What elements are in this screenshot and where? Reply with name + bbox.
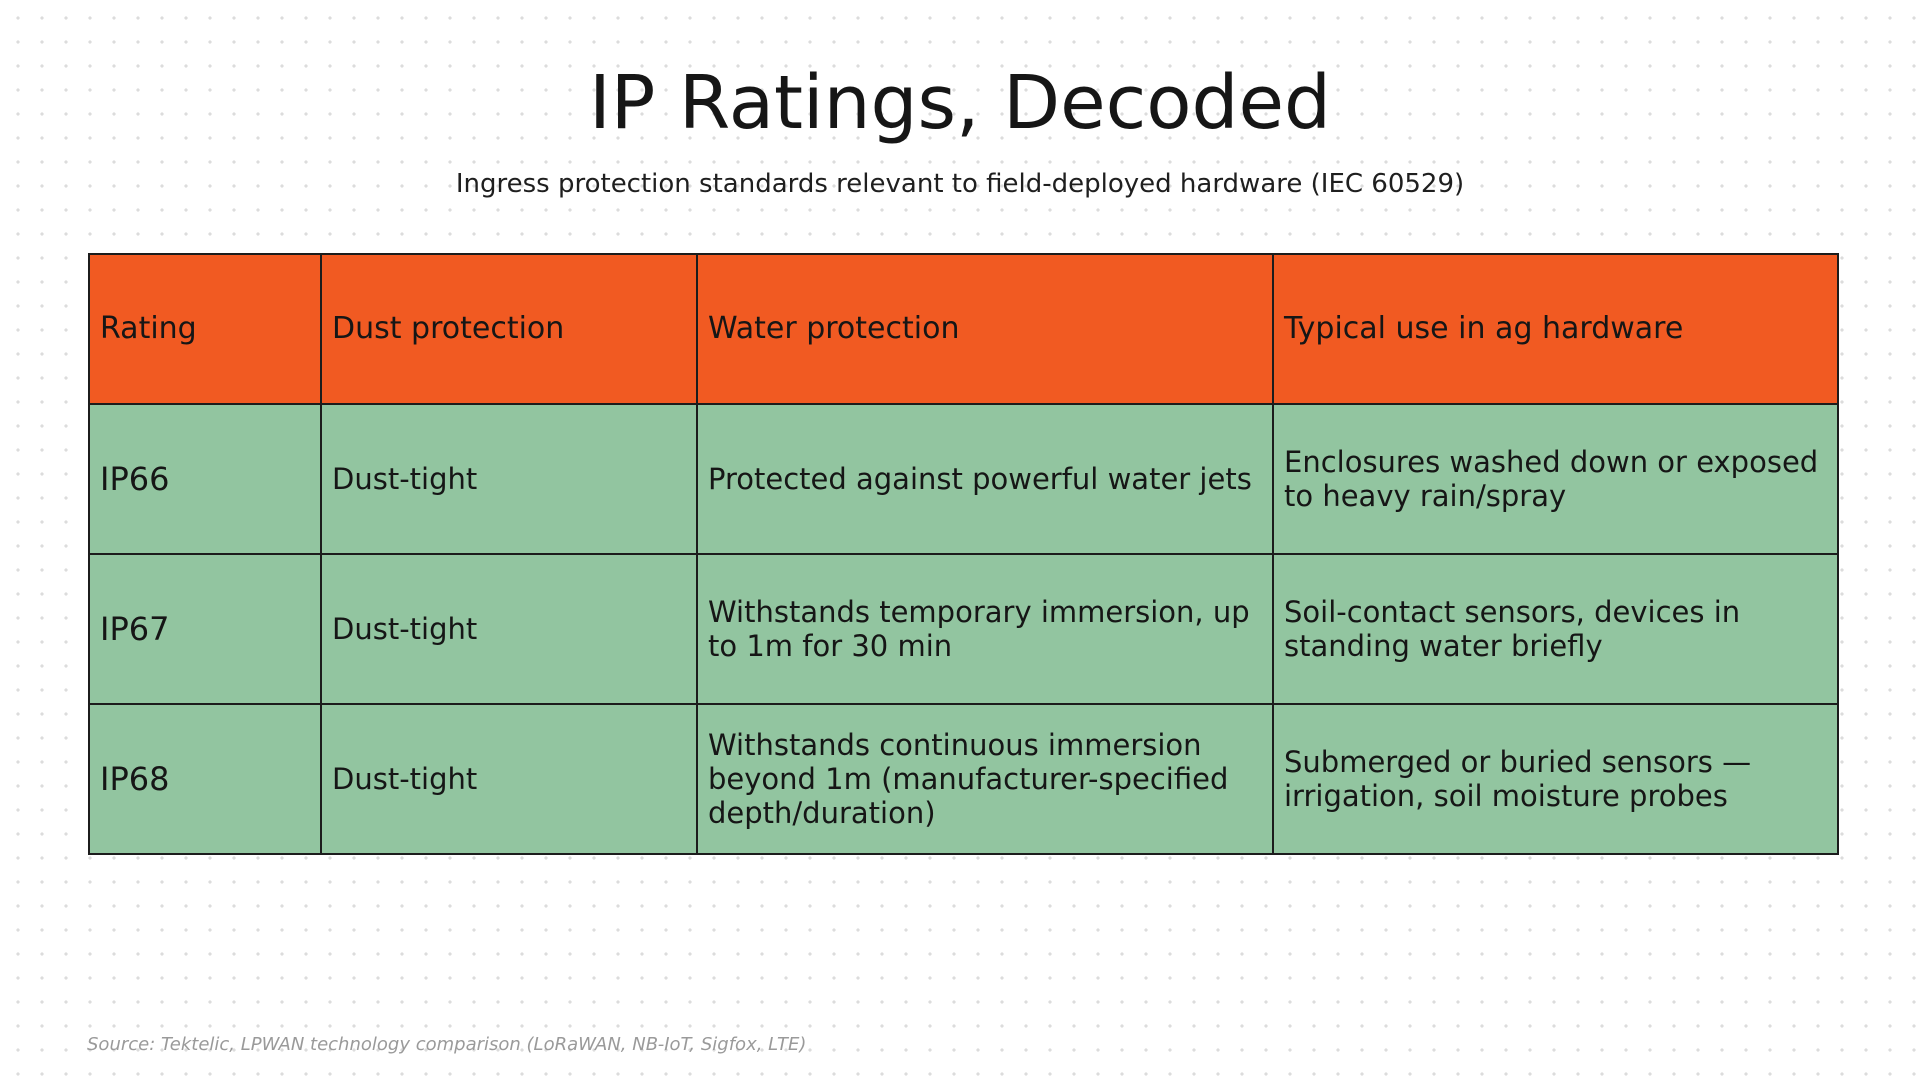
cell-rating: IP67 (88, 553, 322, 705)
cell-dust: Dust-tight (320, 403, 698, 555)
cell-water: Protected against powerful water jets (696, 403, 1274, 555)
cell-dust: Dust-tight (320, 703, 698, 855)
table-row: IP68 Dust-tight Withstands continuous im… (88, 703, 1839, 855)
source-note: Source: Tektelic, LPWAN technology compa… (87, 1034, 807, 1055)
header-typical-use: Typical use in ag hardware (1272, 253, 1839, 405)
cell-use: Enclosures washed down or exposed to hea… (1272, 403, 1839, 555)
table-header-row: Rating Dust protection Water protection … (88, 253, 1839, 405)
cell-rating: IP66 (88, 403, 322, 555)
cell-water: Withstands temporary immersion, up to 1m… (696, 553, 1274, 705)
cell-water: Withstands continuous immersion beyond 1… (696, 703, 1274, 855)
cell-use: Soil-contact sensors, devices in standin… (1272, 553, 1839, 705)
cell-dust: Dust-tight (320, 553, 698, 705)
cell-use: Submerged or buried sensors — irrigation… (1272, 703, 1839, 855)
cell-rating: IP68 (88, 703, 322, 855)
ip-ratings-table: Rating Dust protection Water protection … (88, 253, 1839, 855)
header-water-protection: Water protection (696, 253, 1274, 405)
header-dust-protection: Dust protection (320, 253, 698, 405)
page-title: IP Ratings, Decoded (588, 60, 1332, 146)
header-rating: Rating (88, 253, 322, 405)
table-row: IP67 Dust-tight Withstands temporary imm… (88, 553, 1839, 705)
table-row: IP66 Dust-tight Protected against powerf… (88, 403, 1839, 555)
page-subtitle: Ingress protection standards relevant to… (455, 169, 1465, 199)
